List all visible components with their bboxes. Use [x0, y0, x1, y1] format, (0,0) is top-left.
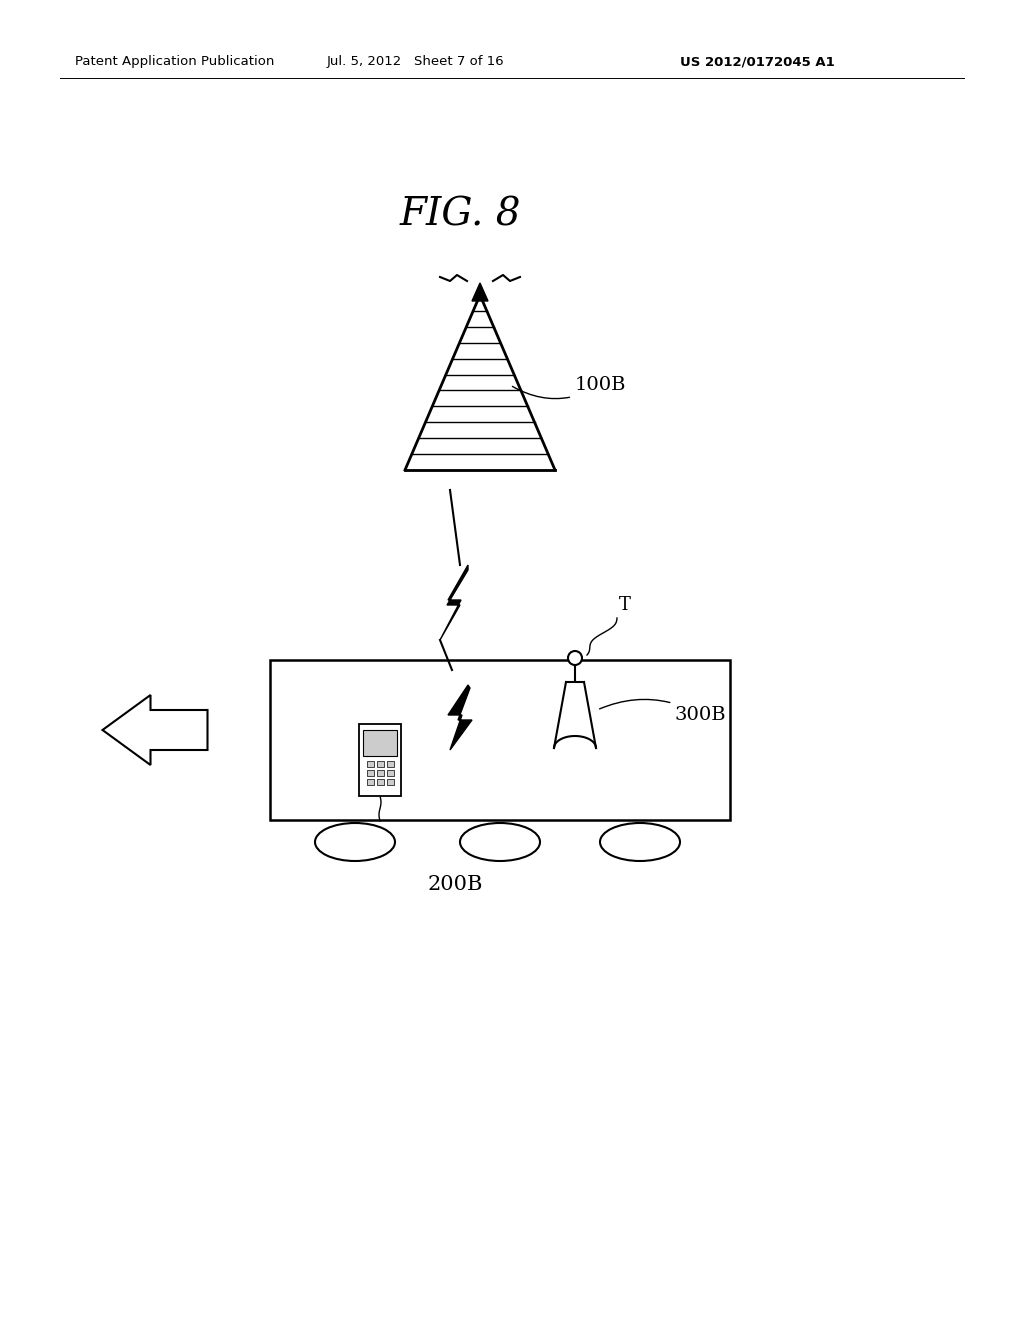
Polygon shape [102, 696, 208, 766]
Polygon shape [440, 565, 468, 640]
Text: 200B: 200B [427, 875, 482, 895]
Text: 300B: 300B [600, 700, 727, 723]
Bar [367, 770, 374, 776]
Bar [359, 723, 401, 796]
Text: Jul. 5, 2012   Sheet 7 of 16: Jul. 5, 2012 Sheet 7 of 16 [327, 55, 504, 69]
Text: US 2012/0172045 A1: US 2012/0172045 A1 [680, 55, 835, 69]
Bar [386, 762, 393, 767]
Ellipse shape [600, 822, 680, 861]
Polygon shape [449, 685, 472, 750]
Ellipse shape [460, 822, 540, 861]
Bar [386, 770, 393, 776]
Bar [377, 762, 384, 767]
Ellipse shape [315, 822, 395, 861]
Bar [270, 660, 730, 820]
Text: T: T [620, 597, 631, 614]
Bar [367, 779, 374, 785]
Bar [362, 730, 397, 756]
Ellipse shape [568, 651, 582, 665]
Text: Patent Application Publication: Patent Application Publication [75, 55, 274, 69]
Bar [386, 779, 393, 785]
Bar [377, 779, 384, 785]
Polygon shape [472, 282, 488, 301]
Bar [377, 770, 384, 776]
Text: 100B: 100B [512, 376, 627, 399]
Text: FIG. 8: FIG. 8 [399, 197, 521, 234]
Bar [367, 762, 374, 767]
